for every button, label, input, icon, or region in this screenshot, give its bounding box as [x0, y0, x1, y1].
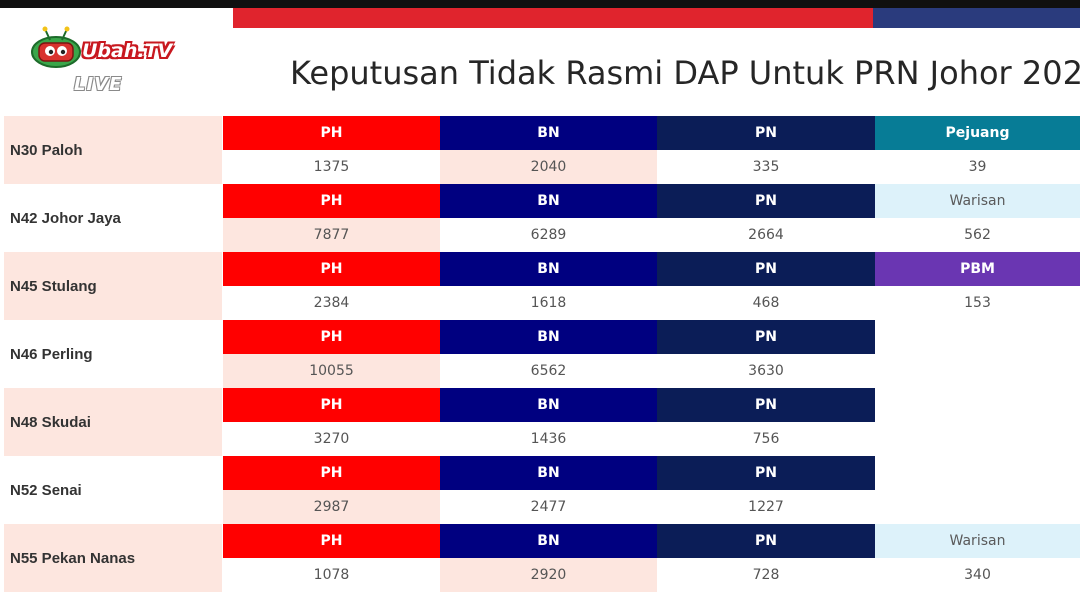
party-header-ph: PH	[223, 320, 440, 354]
party-header-ph: PH	[223, 252, 440, 286]
vote-count-pn: 728	[657, 558, 875, 592]
vote-count-pn: 3630	[657, 354, 875, 388]
seat-label: N46 Perling	[10, 345, 93, 363]
table-row: N30 Paloh PH BN PN Pejuang 1375 2040 335…	[4, 116, 1080, 184]
party-header-pn: PN	[657, 456, 875, 490]
table-row: N55 Pekan Nanas PH BN PN Warisan 1078 29…	[4, 524, 1080, 592]
party-header-ph: PH	[223, 116, 440, 150]
vote-count-pn: 1227	[657, 490, 875, 524]
vote-count-bn: 2477	[440, 490, 657, 524]
vote-count-bn: 2920	[440, 558, 657, 592]
vote-count-ph: 1375	[223, 150, 440, 184]
table-row: N45 Stulang PH BN PN PBM 2384 1618 468 1…	[4, 252, 1080, 320]
party-header-ph: PH	[223, 456, 440, 490]
party-header-pn: PN	[657, 388, 875, 422]
table-row: N42 Johor Jaya PH BN PN Warisan 7877 628…	[4, 184, 1080, 252]
party-header-pbm: PBM	[875, 252, 1080, 286]
party-header-ph: PH	[223, 524, 440, 558]
top-bar	[0, 0, 1080, 8]
page-title: Keputusan Tidak Rasmi DAP Untuk PRN Joho…	[290, 54, 1080, 92]
seat-label: N45 Stulang	[4, 252, 222, 320]
vote-count-bn: 1618	[440, 286, 657, 320]
seat-label: N52 Senai	[10, 481, 82, 499]
vote-count-pn: 2664	[657, 218, 875, 252]
party-header-ph: PH	[223, 184, 440, 218]
party-header-pejuang: Pejuang	[875, 116, 1080, 150]
ubah-tv-logo: Ubah.TV LIVE	[28, 22, 178, 100]
seat-label: N42 Johor Jaya	[10, 209, 121, 227]
vote-count-warisan: 340	[875, 558, 1080, 592]
party-header-bn: BN	[440, 524, 657, 558]
vote-count-pn: 756	[657, 422, 875, 456]
vote-count-ph: 1078	[223, 558, 440, 592]
vote-count-bn: 2040	[440, 150, 657, 184]
table-row: N46 Perling PH BN PN 10055 6562 3630	[4, 320, 1080, 388]
vote-count-bn: 6562	[440, 354, 657, 388]
party-header-ph: PH	[223, 388, 440, 422]
party-header-bn: BN	[440, 252, 657, 286]
tv-mascot-icon	[31, 26, 81, 68]
party-header-bn: BN	[440, 456, 657, 490]
vote-count-pejuang: 39	[875, 150, 1080, 184]
vote-count-pbm: 153	[875, 286, 1080, 320]
live-label: LIVE	[74, 74, 123, 95]
brand-name: Ubah.TV	[82, 40, 173, 62]
header-stripe-blue	[873, 8, 1080, 28]
header-stripe-red	[233, 8, 873, 28]
party-header-warisan: Warisan	[875, 524, 1080, 558]
seat-label: N48 Skudai	[4, 388, 222, 456]
vote-count-warisan: 562	[875, 218, 1080, 252]
vote-count-ph: 3270	[223, 422, 440, 456]
party-header-pn: PN	[657, 252, 875, 286]
vote-count-pn: 335	[657, 150, 875, 184]
table-row: N52 Senai PH BN PN 2987 2477 1227	[4, 456, 1080, 524]
party-header-pn: PN	[657, 184, 875, 218]
seat-label: N55 Pekan Nanas	[4, 524, 222, 592]
results-table: N30 Paloh PH BN PN Pejuang 1375 2040 335…	[4, 116, 1080, 592]
vote-count-bn: 1436	[440, 422, 657, 456]
party-header-pn: PN	[657, 524, 875, 558]
vote-count-ph: 2987	[223, 490, 440, 524]
vote-count-pn: 468	[657, 286, 875, 320]
party-header-pn: PN	[657, 116, 875, 150]
vote-count-ph: 7877	[223, 218, 440, 252]
vote-count-ph: 2384	[223, 286, 440, 320]
party-header-bn: BN	[440, 184, 657, 218]
party-header-bn: BN	[440, 116, 657, 150]
table-row: N48 Skudai PH BN PN 3270 1436 756	[4, 388, 1080, 456]
vote-count-bn: 6289	[440, 218, 657, 252]
party-header-bn: BN	[440, 320, 657, 354]
party-header-bn: BN	[440, 388, 657, 422]
party-header-warisan: Warisan	[875, 184, 1080, 218]
vote-count-ph: 10055	[223, 354, 440, 388]
seat-label: N30 Paloh	[4, 116, 222, 184]
party-header-pn: PN	[657, 320, 875, 354]
